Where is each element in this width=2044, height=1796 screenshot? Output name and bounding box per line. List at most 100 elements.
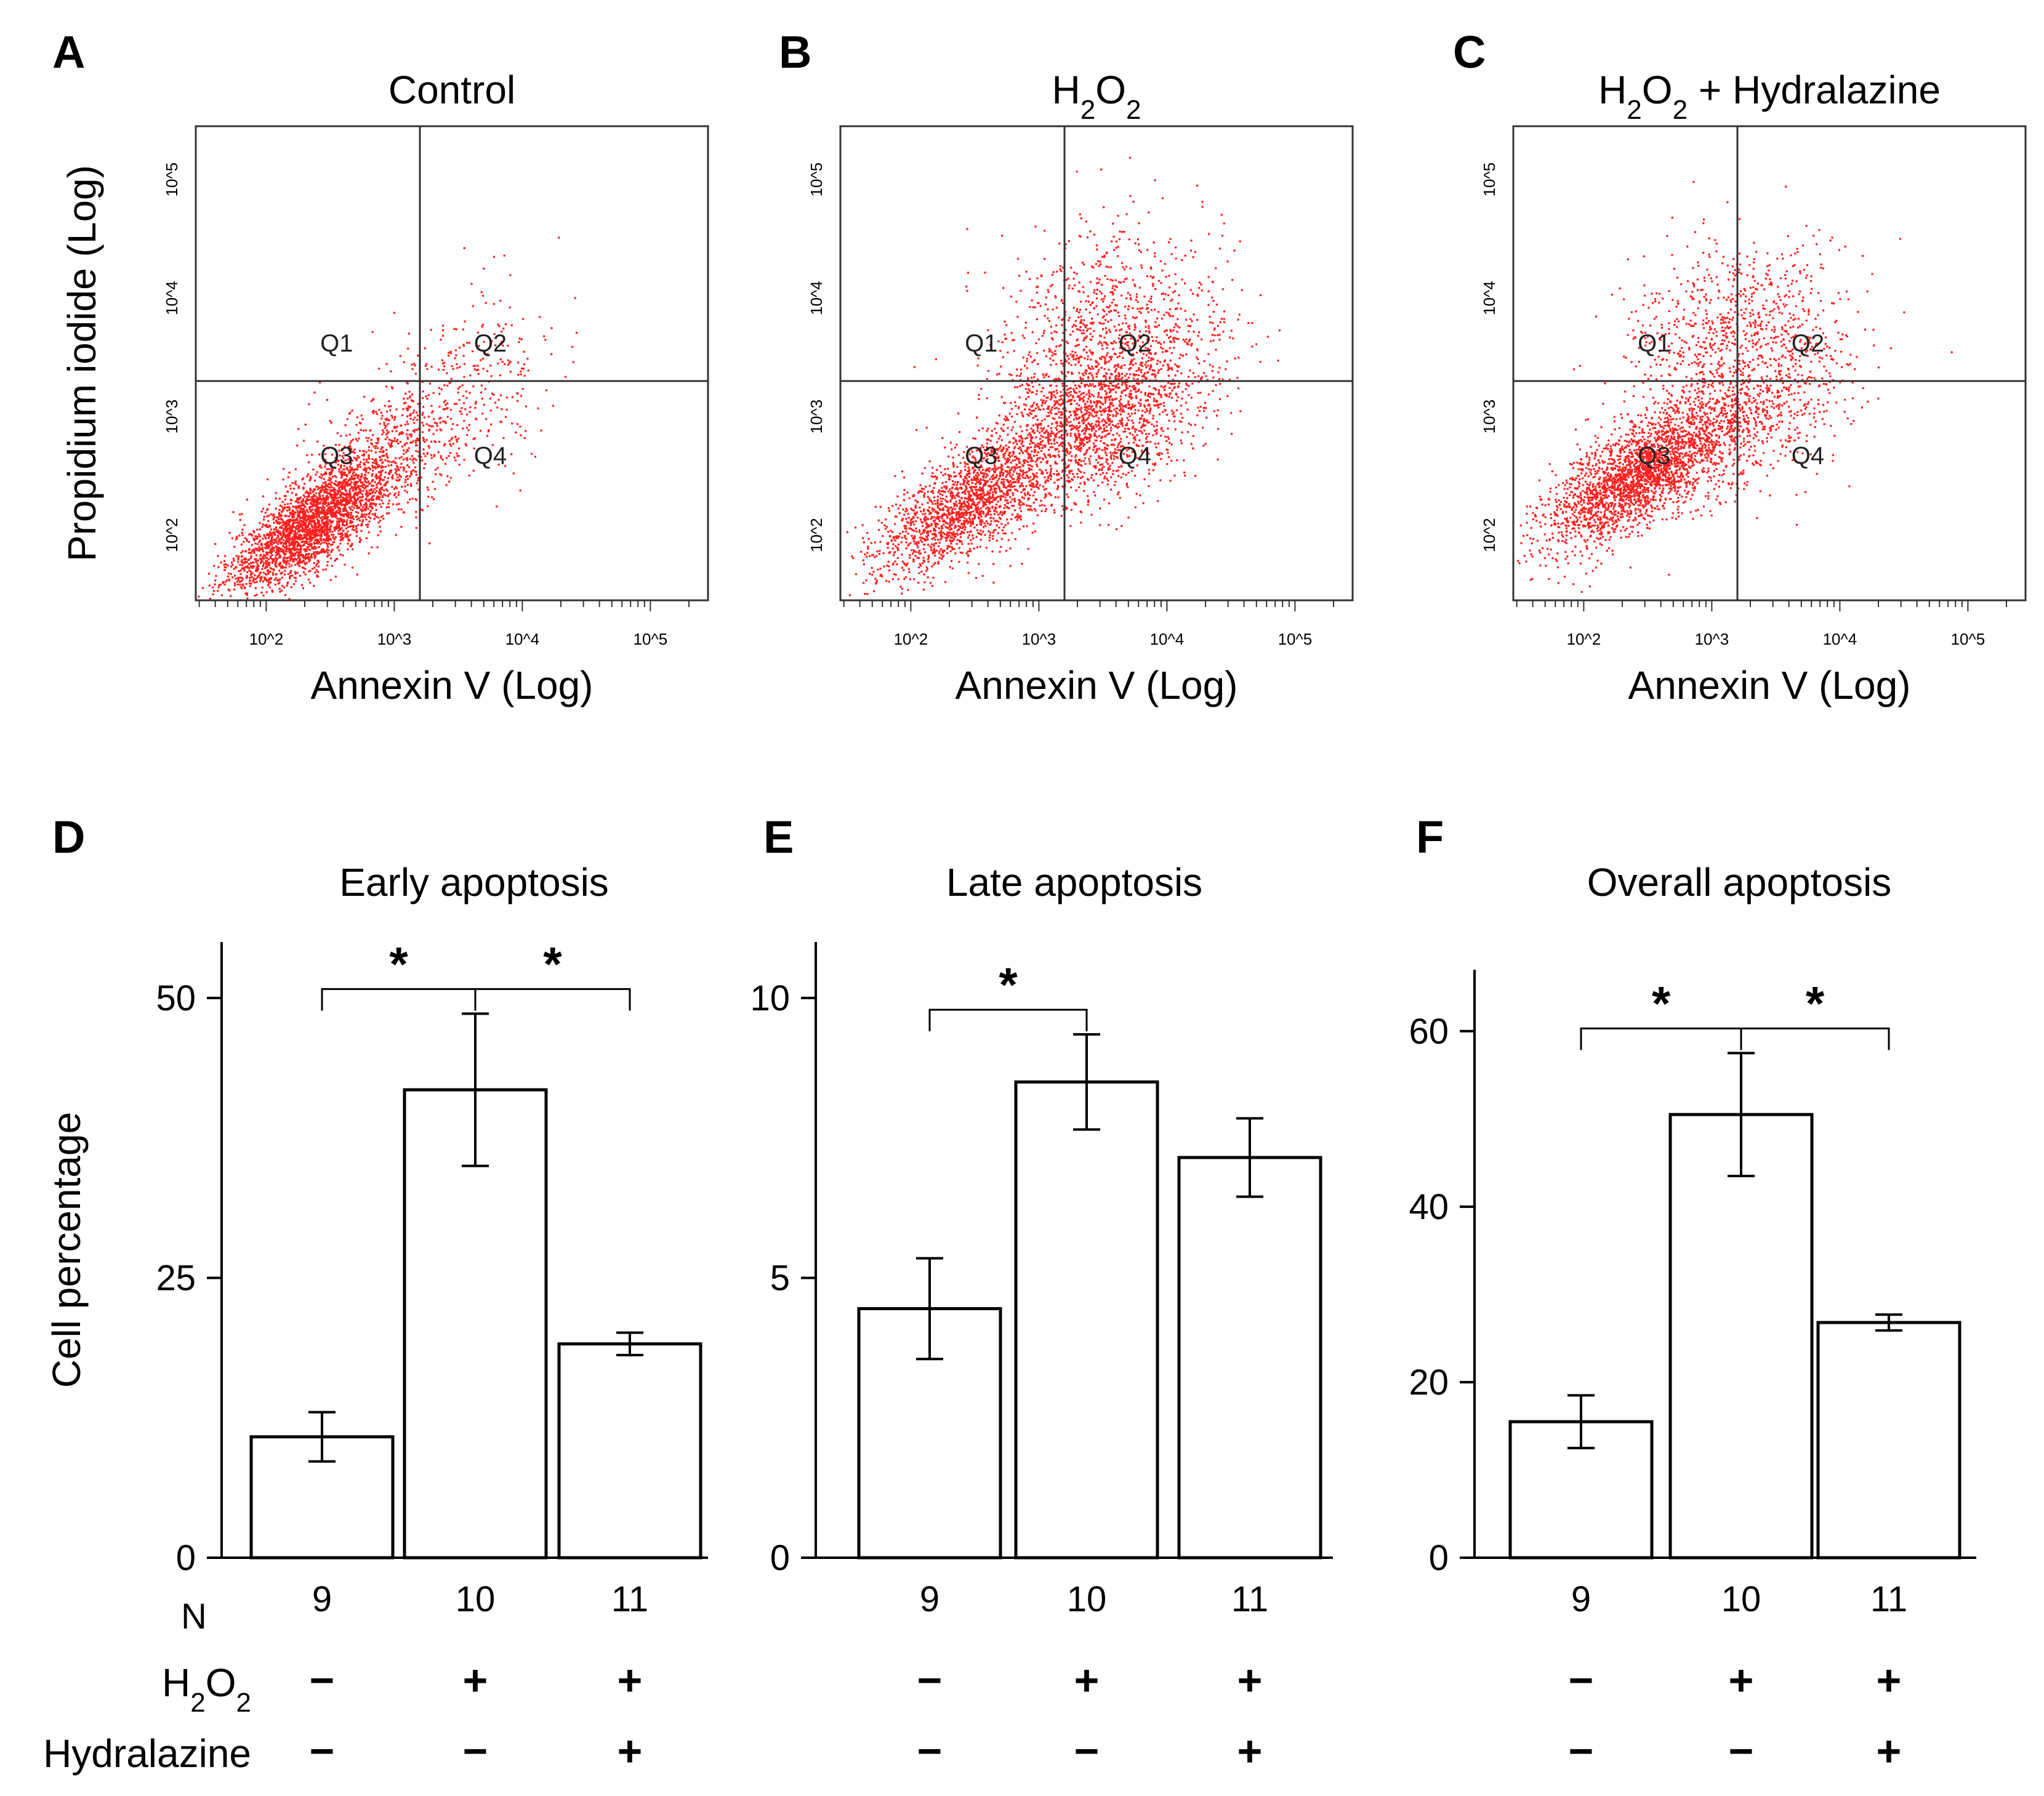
scatter-dot [309,488,312,490]
scatter-dot [319,496,321,498]
scatter-dot [282,530,284,533]
scatter-dot [329,510,332,513]
scatter-dot [1020,501,1022,503]
scatter-dot [286,529,289,531]
scatter-dot [981,520,984,523]
scatter-dot [1002,456,1005,458]
scatter-dot [370,498,372,501]
scatter-dot [340,534,343,537]
scatter-dot [393,425,396,428]
scatter-dot [364,476,367,479]
scatter-dot [420,508,422,510]
scatter-dot [1047,433,1049,436]
plot-frame [195,125,709,602]
scatter-dot [295,483,297,486]
scatter-dot [440,455,442,457]
scatter-dot [1032,478,1034,481]
scatter-dot [313,501,315,504]
scatter-dot [334,488,336,491]
scatter-dot [954,552,957,555]
scatter-dot [353,483,355,486]
scatter-dot [296,445,299,447]
scatter-dot [481,294,485,297]
scatter-dot [299,522,301,525]
scatter-dot [983,498,986,501]
scatter-dot [905,525,907,528]
scatter-dot [299,538,301,541]
scatter-dot [913,550,915,553]
scatter-dot [321,502,324,505]
scatter-dot [375,503,377,505]
scatter-dot [288,515,291,518]
scatter-dot [310,531,313,533]
scatter-dot [230,565,233,568]
scatter-dot [284,503,286,505]
scatter-dot [300,534,303,537]
scatter-dot [940,531,943,533]
scatter-dot [326,513,328,515]
scatter-dot [338,549,340,552]
scatter-dot [304,424,307,426]
scatter-dot [334,467,337,469]
scatter-dot [324,512,327,515]
scatter-dot [433,488,437,490]
scatter-dot [315,501,318,504]
scatter-dot [310,533,312,536]
scatter-dot [937,562,940,565]
scatter-dot [326,488,329,491]
scatter-dot [518,337,521,340]
scatter-dot [271,536,273,538]
scatter-dot [276,534,280,537]
scatter-dot [315,569,318,571]
scatter-dot [380,516,382,518]
scatter-dot [930,475,933,478]
scatter-dot [386,429,388,432]
scatter-dot [366,513,368,516]
scatter-dot [336,497,339,499]
scatter-dot [388,438,390,441]
scatter-dot [1036,514,1039,517]
scatter-dot [933,532,936,534]
scatter-dot [406,501,409,504]
scatter-dot [1016,475,1019,478]
scatter-dot [286,533,289,536]
scatter-dot [927,538,929,541]
scatter-dot [1029,505,1032,507]
scatter-dot [323,541,326,544]
scatter-dot [272,573,275,576]
scatter-dot [302,486,305,489]
scatter-dot [352,471,355,473]
scatter-dot [417,488,420,491]
scatter-dot [991,430,993,432]
scatter-dot [988,509,990,511]
scatter-dot [1039,438,1042,440]
scatter-dot [227,572,230,575]
scatter-dot [902,508,904,511]
scatter-dot [905,528,907,530]
scatter-dot [280,521,282,524]
scatter-dot [980,488,982,490]
scatter-dot [523,374,526,377]
scatter-dot [371,505,373,508]
scatter-dot [923,496,925,498]
scatter-dot [346,523,348,525]
scatter-dot [345,536,348,539]
scatter-dot [987,510,989,512]
scatter-dot [973,493,976,496]
scatter-dot [313,541,315,544]
scatter-dot [260,577,262,580]
scatter-dot [973,513,976,516]
scatter-dot [328,536,330,539]
scatter-dot [364,508,367,510]
scatter-dot [361,521,364,523]
scatter-dot [286,562,288,565]
scatter-dot [300,501,302,504]
scatter-dot [296,505,298,508]
scatter-dot [337,481,339,484]
scatter-dot [380,471,382,473]
scatter-dot [912,560,915,563]
scatter-dot [515,431,517,433]
scatter-dot [936,511,939,513]
scatter-dot [291,523,294,526]
scatter-dot [988,539,991,542]
